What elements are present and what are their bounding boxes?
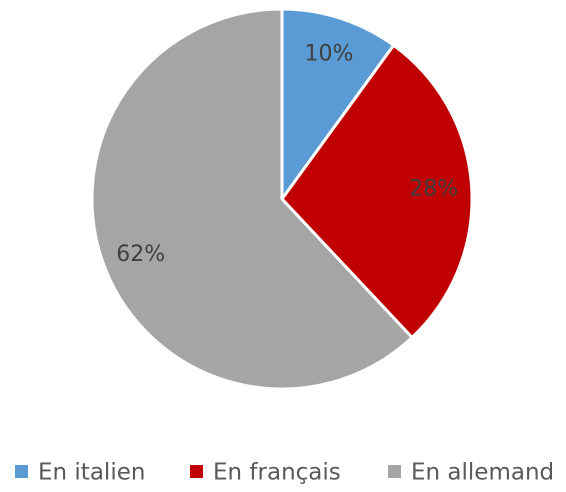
- data-label: 10%: [305, 41, 354, 66]
- pie-slice: [280, 7, 396, 201]
- legend-swatch: [388, 465, 401, 478]
- legend-label: En allemand: [411, 460, 554, 486]
- pie-slice: [280, 43, 474, 340]
- pie-slice: [90, 7, 414, 391]
- legend-label: En italien: [38, 460, 145, 486]
- data-label: 62%: [116, 242, 165, 267]
- legend-swatch: [190, 465, 203, 478]
- legend-label: En français: [213, 460, 341, 486]
- legend-swatch: [15, 465, 28, 478]
- data-label: 28%: [409, 176, 458, 201]
